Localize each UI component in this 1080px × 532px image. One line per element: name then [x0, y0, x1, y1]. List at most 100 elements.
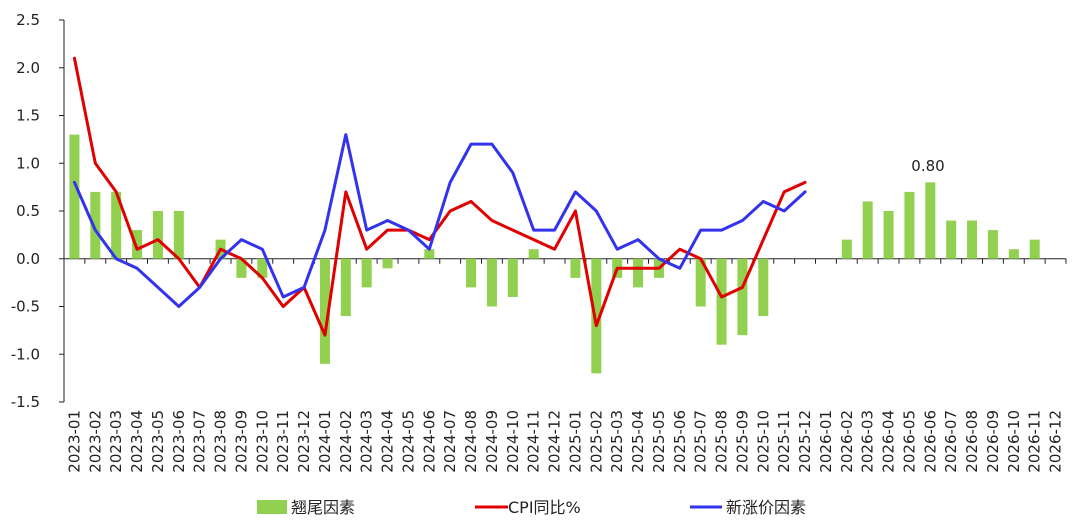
- x-tick-label: 2025-07: [692, 410, 710, 473]
- bar: [633, 258, 644, 288]
- x-tick-label: 2023-01: [65, 410, 83, 473]
- bar: [758, 258, 769, 317]
- x-tick-label: 2025-02: [587, 410, 605, 473]
- x-tick-label: 2023-02: [86, 410, 104, 473]
- bar: [486, 258, 497, 307]
- x-tick-label: 2023-06: [170, 410, 188, 473]
- x-tick-label: 2024-11: [525, 410, 543, 473]
- y-tick-label: 2.5: [16, 11, 40, 29]
- legend-item-new-price: 新涨价因素: [690, 498, 806, 517]
- bar: [507, 258, 518, 297]
- x-tick-label: 2025-08: [713, 410, 731, 473]
- legend-item-cpi: CPI同比%: [475, 498, 581, 517]
- x-tick-label: 2024-09: [483, 410, 501, 473]
- x-tick-label: 2023-04: [128, 410, 146, 473]
- bar: [528, 249, 539, 259]
- x-tick-label: 2024-03: [358, 410, 376, 473]
- bar: [904, 191, 915, 259]
- x-tick-label: 2024-01: [316, 410, 334, 473]
- x-tick-label: 2026-06: [921, 410, 939, 473]
- x-tick-label: 2024-06: [420, 410, 438, 473]
- x-tick-label: 2024-02: [337, 410, 355, 473]
- bar: [967, 220, 978, 259]
- legend-label-new-price: 新涨价因素: [726, 498, 806, 517]
- bar: [695, 258, 706, 307]
- x-tick-label: 2025-01: [566, 410, 584, 473]
- legend-swatch-bar: [257, 500, 287, 514]
- x-tick-label: 2025-03: [608, 410, 626, 473]
- x-tick-label: 2026-10: [1005, 410, 1023, 473]
- y-tick-label: 2.0: [16, 59, 40, 77]
- legend-item-tail-factor: 翘尾因素: [257, 498, 355, 517]
- bar: [69, 134, 80, 259]
- legend: 翘尾因素 CPI同比% 新涨价因素: [257, 498, 806, 517]
- y-tick-label: 0.0: [16, 250, 40, 268]
- annotation-label: 0.80: [911, 157, 944, 175]
- x-tick-label: 2023-03: [107, 410, 125, 473]
- bar: [236, 258, 247, 278]
- bar: [737, 258, 748, 336]
- x-tick-label: 2025-06: [671, 410, 689, 473]
- bar: [925, 182, 936, 259]
- x-tick-label: 2023-07: [191, 410, 209, 473]
- x-tick-label: 2026-05: [900, 410, 918, 473]
- x-tick-label: 2023-05: [149, 410, 167, 473]
- bar: [1029, 239, 1040, 259]
- bar: [361, 258, 372, 288]
- bar: [591, 258, 602, 374]
- x-tick-label: 2023-08: [212, 410, 230, 473]
- x-tick-label: 2024-10: [504, 410, 522, 473]
- x-tick-label: 2026-04: [880, 410, 898, 473]
- x-tick-label: 2024-12: [546, 410, 564, 473]
- x-tick-label: 2024-05: [399, 410, 417, 473]
- x-tick-label: 2025-12: [796, 410, 814, 473]
- y-tick-label: 1.5: [16, 107, 40, 125]
- x-tick-label: 2025-05: [650, 410, 668, 473]
- x-tick-label: 2024-04: [379, 410, 397, 473]
- x-tick-label: 2026-08: [963, 410, 981, 473]
- y-tick-label: -0.5: [11, 298, 40, 316]
- bar: [152, 211, 163, 259]
- bar: [90, 191, 101, 259]
- bar: [382, 258, 393, 269]
- x-tick-label: 2026-11: [1026, 410, 1044, 473]
- bar: [257, 258, 268, 278]
- y-tick-label: 1.0: [16, 154, 40, 172]
- legend-label-tail-factor: 翘尾因素: [291, 498, 355, 517]
- x-tick-label: 2026-02: [838, 410, 856, 473]
- x-tick-label: 2025-10: [754, 410, 772, 473]
- x-tick-label: 2026-07: [942, 410, 960, 473]
- x-tick-label: 2026-09: [984, 410, 1002, 473]
- bar: [946, 220, 957, 259]
- x-tick-label: 2026-03: [859, 410, 877, 473]
- bar: [841, 239, 852, 259]
- line-series: [72, 56, 807, 337]
- x-tick-label: 2023-11: [274, 410, 292, 473]
- bar: [319, 258, 330, 364]
- y-tick-label: -1.0: [11, 345, 40, 363]
- bar-series: [69, 134, 1040, 374]
- bar: [173, 211, 184, 259]
- bar: [132, 230, 143, 259]
- y-tick-label: 0.5: [16, 202, 40, 220]
- x-tick-label: 2023-12: [295, 410, 313, 473]
- x-tick-label: 2023-09: [232, 410, 250, 473]
- x-tick-label: 2024-07: [441, 410, 459, 473]
- bar: [862, 201, 873, 259]
- x-tick-label: 2025-11: [775, 410, 793, 473]
- bar: [716, 258, 727, 345]
- y-tick-label: -1.5: [11, 393, 40, 411]
- cpi-line: [72, 56, 807, 337]
- x-tick-label: 2024-08: [462, 410, 480, 473]
- x-tick-label: 2023-10: [253, 410, 271, 473]
- x-tick-label: 2025-04: [629, 410, 647, 473]
- x-tick-label: 2026-01: [817, 410, 835, 473]
- bar: [987, 230, 998, 259]
- x-tick-label: 2026-12: [1047, 410, 1065, 473]
- new-price-factor-line: [72, 133, 807, 308]
- x-tick-label: 2025-09: [733, 410, 751, 473]
- axes: [59, 19, 1067, 403]
- legend-label-cpi: CPI同比%: [508, 498, 581, 517]
